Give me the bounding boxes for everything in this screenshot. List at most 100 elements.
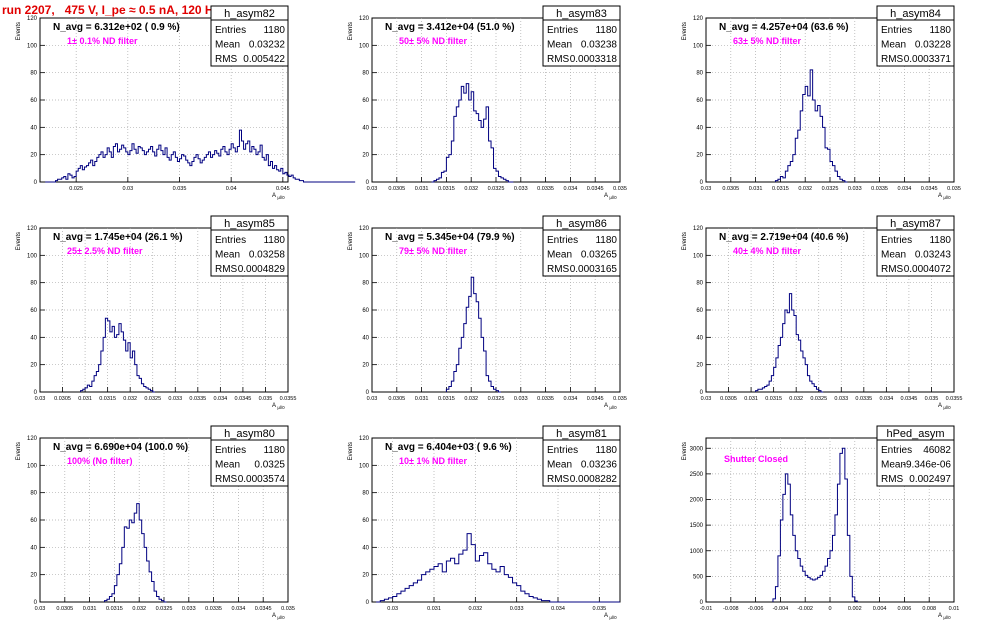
filter-label: 50± 5% ND filter [399, 36, 467, 46]
x-tick-label: -0.002 [797, 606, 813, 612]
y-tick-label: 20 [362, 363, 369, 369]
x-tick-label: 0.034 [232, 606, 246, 612]
stats-label-mean: Mean [881, 40, 906, 51]
x-tick-label: 0.035 [613, 186, 627, 192]
stats-box [210, 215, 289, 277]
x-tick-label: 0.03 [701, 396, 712, 402]
stats-value-mean: 0.03238 [581, 40, 618, 51]
filter-label: 40± 4% ND filter [733, 246, 801, 256]
stats-label-entries: Entries [215, 235, 246, 246]
stats-label-mean: Mean [215, 460, 240, 471]
histogram-panel-h_asym80: 0 20 40 60 80 100 120 0.03 0.0305 0.031 0.0315 0.03… [16, 425, 295, 620]
stats-value-rms: 0.0004072 [904, 264, 952, 275]
y-tick-label: 60 [362, 518, 369, 524]
y-tick-label: 60 [362, 98, 369, 104]
y-tick-label: 40 [362, 335, 369, 341]
x-tick-label: 0.034 [879, 396, 893, 402]
y-tick-label: 40 [30, 125, 37, 131]
y-tick-label: 0 [34, 180, 38, 186]
stats-label-entries: Entries [215, 25, 246, 36]
histogram-panel-hPed_asym: 0 500 1000 1500 2000 2500 3000 -0.01 -0.008 -0.00… [682, 425, 960, 620]
histogram-panel-h_asym83: 0 20 40 60 80 100 120 0.03 0.0305 0.031 0.0315 0.03… [348, 5, 627, 200]
stats-box [542, 5, 621, 67]
histogram-panel-h_asym86: 0 20 40 60 80 100 120 0.03 0.0305 0.031 0.0315 0.03… [348, 215, 627, 410]
x-tick-label: 0.0335 [189, 396, 206, 402]
x-tick-label: 0.0335 [205, 606, 222, 612]
x-tick-label: 0.035 [947, 186, 961, 192]
histogram-title: h_asym87 [890, 218, 941, 230]
y-tick-label: 60 [696, 308, 703, 314]
x-tick-label: 0.025 [69, 186, 83, 192]
y-tick-label: 20 [30, 573, 37, 579]
y-tick-label: 80 [696, 71, 703, 77]
x-tick-label: -0.006 [748, 606, 764, 612]
x-tick-label: 0.0325 [822, 186, 839, 192]
stats-label-rms: RMS [547, 474, 570, 485]
y-tick-label: 100 [693, 43, 704, 49]
x-tick-label: 0.0325 [156, 606, 173, 612]
stats-label-entries: Entries [547, 445, 578, 456]
y-tick-label: 0 [34, 600, 38, 606]
x-tick-label: 0.01 [949, 606, 960, 612]
filter-label: 10± 1% ND filter [399, 456, 467, 466]
x-axis-label: A [938, 193, 942, 199]
y-tick-label: 1000 [690, 549, 704, 555]
histogram-title: h_asym80 [224, 428, 275, 440]
y-tick-label: 60 [30, 518, 37, 524]
x-tick-label: 0.0305 [56, 606, 73, 612]
navg-label: N_avg = 1.745e+04 (26.1 %) [53, 232, 183, 243]
y-tick-label: 100 [27, 463, 38, 469]
stats-value-mean: 0.03232 [249, 40, 286, 51]
histogram-panel-h_asym81: 0 20 40 60 80 100 120 0.03 0.031 0.032 0.033 0.034 0… [348, 425, 621, 620]
x-tick-label: 0.0305 [388, 186, 405, 192]
stats-value-entries: 1180 [929, 25, 951, 36]
stats-value-mean: 0.03265 [581, 250, 618, 261]
y-tick-label: 60 [362, 308, 369, 314]
y-tick-label: 80 [362, 281, 369, 287]
x-tick-label: 0.033 [834, 396, 848, 402]
y-tick-label: 0 [366, 600, 370, 606]
stats-value-rms: 0.0003371 [904, 54, 952, 65]
y-tick-label: 3000 [690, 446, 704, 452]
y-tick-label: 20 [30, 363, 37, 369]
x-axis-label-subscript: μl/0 [943, 195, 951, 200]
x-tick-label: 0.0325 [488, 396, 505, 402]
stats-label-rms: RMS [215, 264, 238, 275]
x-tick-label: 0.031 [83, 606, 97, 612]
stats-value-rms: 0.0003165 [570, 264, 618, 275]
x-tick-label: 0.0335 [855, 396, 872, 402]
x-tick-label: 0.032 [464, 186, 478, 192]
histogram-title: h_asym84 [890, 8, 941, 20]
histogram-panel-h_asym82: 0 20 40 60 80 100 120 0.025 0.03 0.035 0.04 0.045 Ev… [16, 5, 356, 200]
y-tick-label: 20 [362, 573, 369, 579]
y-axis-label: Events [16, 442, 22, 460]
stats-label-mean: Mean [215, 40, 240, 51]
y-tick-label: 120 [359, 436, 370, 442]
stats-value-rms: 0.0008282 [570, 474, 618, 485]
stats-box [542, 425, 621, 487]
navg-label: N_avg = 5.345e+04 (79.9 %) [385, 232, 515, 243]
histogram-title: h_asym82 [224, 8, 275, 20]
x-axis-label-subscript: μl/0 [943, 405, 951, 410]
x-tick-label: 0.033 [510, 606, 524, 612]
stats-value-entries: 1180 [595, 235, 617, 246]
x-axis-label: A [604, 193, 608, 199]
x-tick-label: -0.008 [723, 606, 739, 612]
x-tick-label: 0.0315 [99, 396, 116, 402]
x-axis-label: A [604, 613, 608, 619]
x-tick-label: 0.032 [468, 606, 482, 612]
y-tick-label: 100 [693, 253, 704, 259]
x-tick-label: 0.035 [259, 396, 273, 402]
histogram-line [772, 447, 858, 602]
stats-value-mean: -9.346e-06 [903, 460, 952, 471]
x-tick-label: 0.0315 [772, 186, 789, 192]
stats-value-mean: 0.03236 [581, 460, 618, 471]
x-tick-label: 0.0325 [144, 396, 161, 402]
x-tick-label: 0.035 [592, 606, 606, 612]
x-tick-label: 0.035 [925, 396, 939, 402]
x-tick-label: 0.033 [514, 396, 528, 402]
x-axis-label: A [272, 613, 276, 619]
stats-label-entries: Entries [547, 25, 578, 36]
navg-label: N_avg = 4.257e+04 (63.6 %) [719, 22, 849, 33]
stats-label-entries: Entries [881, 235, 912, 246]
